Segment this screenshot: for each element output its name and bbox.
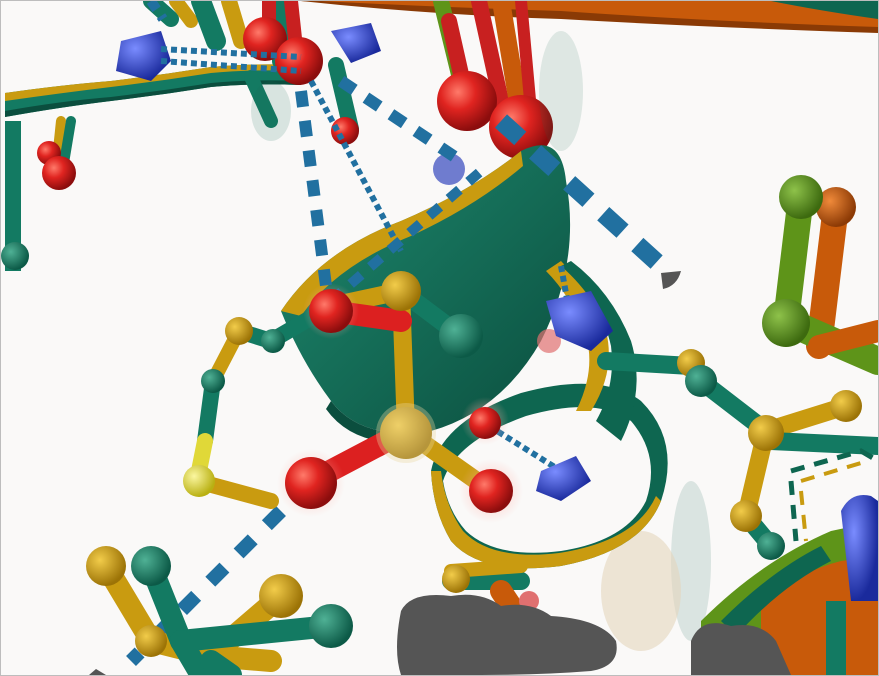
ribbon-top-right (771, 1, 878, 19)
aromatic-ring-dashed (788, 448, 878, 542)
sidechain-bottom-left (86, 546, 353, 675)
ribbon-top-orange (301, 1, 878, 33)
clipped-surface-blobs (89, 271, 791, 675)
sidechain-right (597, 349, 878, 560)
central-ligand (183, 271, 561, 523)
nitrogen-atoms-top (116, 23, 465, 185)
ambient-shadows (251, 31, 711, 651)
sidechain-right-green (762, 175, 878, 375)
nitrogen-atoms-center (536, 291, 613, 501)
oxygen-atoms-top-center (243, 17, 553, 159)
ribbon-bottom-right (701, 495, 878, 675)
